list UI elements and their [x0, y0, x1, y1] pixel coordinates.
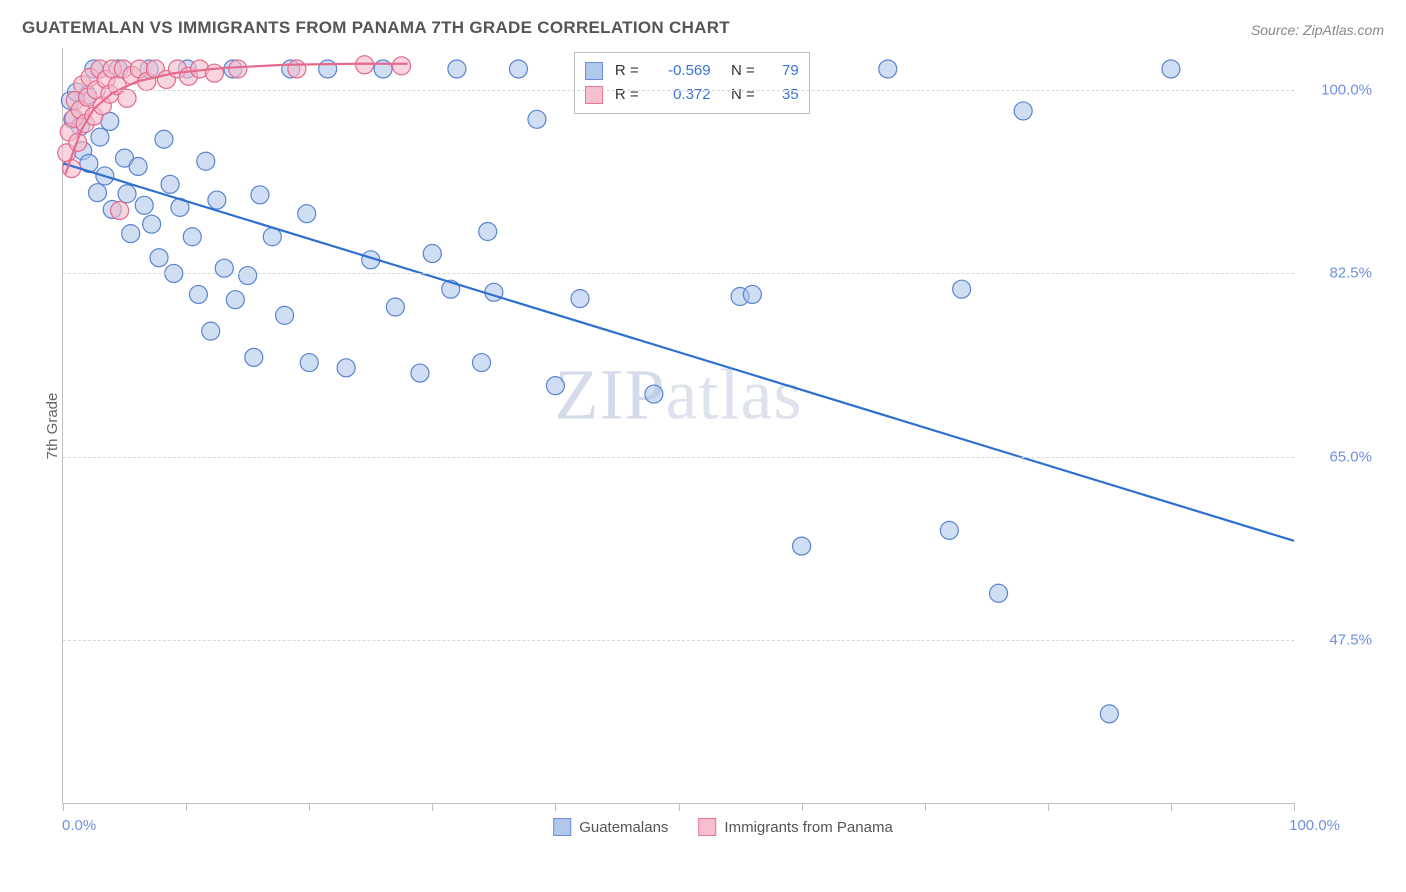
data-point [150, 249, 168, 267]
data-point [197, 152, 215, 170]
y-tick-label: 100.0% [1304, 81, 1372, 98]
data-point [1100, 705, 1118, 723]
data-point [793, 537, 811, 555]
x-tick [186, 803, 187, 811]
data-point [215, 259, 233, 277]
x-tick [1294, 803, 1295, 811]
gridline [63, 457, 1294, 458]
data-point [122, 225, 140, 243]
data-point [1014, 102, 1032, 120]
data-point [129, 157, 147, 175]
data-point [953, 280, 971, 298]
data-point [88, 184, 106, 202]
x-tick [679, 803, 680, 811]
chart-title: GUATEMALAN VS IMMIGRANTS FROM PANAMA 7TH… [22, 18, 730, 38]
data-point [940, 521, 958, 539]
data-point [528, 110, 546, 128]
stats-swatch-1 [585, 86, 603, 104]
data-point [509, 60, 527, 78]
x-max-label: 100.0% [1289, 817, 1340, 834]
bottom-legend: Guatemalans Immigrants from Panama [553, 818, 893, 836]
data-point [135, 196, 153, 214]
x-tick [63, 803, 64, 811]
gridline [63, 640, 1294, 641]
data-point [300, 354, 318, 372]
stat-r-0: -0.569 [647, 59, 711, 83]
data-point [879, 60, 897, 78]
data-point [298, 205, 316, 223]
data-point [118, 89, 136, 107]
data-point [337, 359, 355, 377]
x-tick [432, 803, 433, 811]
data-point [288, 60, 306, 78]
bottom-legend-item-0: Guatemalans [553, 818, 668, 836]
stat-n-1: 35 [763, 83, 799, 107]
data-point [645, 385, 663, 403]
x-tick [802, 803, 803, 811]
stats-legend-row-1: R = 0.372 N = 35 [585, 83, 799, 107]
data-point [448, 60, 466, 78]
data-point [546, 377, 564, 395]
scatter-svg [63, 48, 1294, 803]
data-point [205, 64, 223, 82]
data-point [571, 290, 589, 308]
bottom-label-0: Guatemalans [579, 819, 668, 836]
data-point [386, 298, 404, 316]
data-point [743, 285, 761, 303]
data-point [276, 306, 294, 324]
data-point [226, 291, 244, 309]
bottom-swatch-0 [553, 818, 571, 836]
gridline [63, 273, 1294, 274]
x-tick [925, 803, 926, 811]
stat-r-1: 0.372 [647, 83, 711, 107]
y-tick-label: 65.0% [1304, 448, 1372, 465]
data-point [239, 267, 257, 285]
gridline [63, 90, 1294, 91]
x-tick [1171, 803, 1172, 811]
data-point [319, 60, 337, 78]
data-point [990, 584, 1008, 602]
bottom-legend-item-1: Immigrants from Panama [698, 818, 892, 836]
x-tick [1048, 803, 1049, 811]
x-tick [555, 803, 556, 811]
data-point [245, 348, 263, 366]
y-tick-label: 82.5% [1304, 265, 1372, 282]
chart-source: Source: ZipAtlas.com [1251, 22, 1384, 38]
bottom-label-1: Immigrants from Panama [724, 819, 892, 836]
y-axis-label: 7th Grade [44, 392, 61, 459]
data-point [118, 185, 136, 203]
data-point [183, 228, 201, 246]
data-point [91, 128, 109, 146]
data-point [229, 60, 247, 78]
x-origin-label: 0.0% [62, 817, 96, 834]
bottom-swatch-1 [698, 818, 716, 836]
stats-legend: R = -0.569 N = 79 R = 0.372 N = 35 [574, 52, 810, 114]
y-tick-label: 47.5% [1304, 632, 1372, 649]
data-point [411, 364, 429, 382]
data-point [208, 191, 226, 209]
data-point [473, 354, 491, 372]
data-point [1162, 60, 1180, 78]
data-point [161, 175, 179, 193]
data-point [111, 202, 129, 220]
stats-legend-row-0: R = -0.569 N = 79 [585, 59, 799, 83]
plot-area: ZIPatlas 7th Grade R = -0.569 N = 79 R =… [62, 48, 1294, 804]
data-point [155, 130, 173, 148]
stats-swatch-0 [585, 62, 603, 80]
data-point [202, 322, 220, 340]
data-point [479, 223, 497, 241]
plot-area-wrapper: ZIPatlas 7th Grade R = -0.569 N = 79 R =… [62, 48, 1384, 832]
data-point [393, 57, 411, 75]
stat-n-0: 79 [763, 59, 799, 83]
data-point [251, 186, 269, 204]
data-point [143, 215, 161, 233]
data-point [423, 245, 441, 263]
data-point [485, 283, 503, 301]
x-tick [309, 803, 310, 811]
data-point [189, 285, 207, 303]
